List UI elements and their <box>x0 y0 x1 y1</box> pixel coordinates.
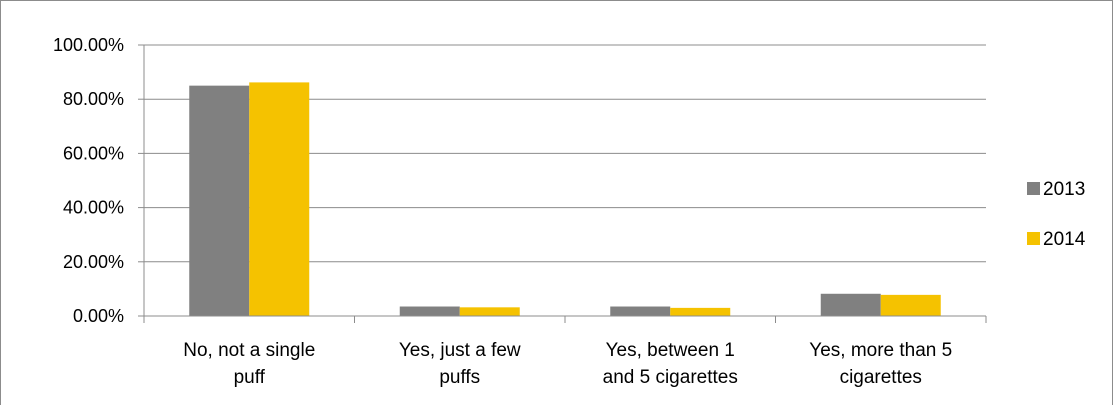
x-category-label: puffs <box>439 367 480 388</box>
legend-swatch-2013 <box>1027 182 1040 195</box>
legend-swatch-2014 <box>1027 232 1040 245</box>
y-tick-label: 40.00% <box>63 198 124 218</box>
legend-label: 2013 <box>1043 179 1085 200</box>
x-category-label: No, not a single <box>183 340 315 361</box>
x-category-label: Yes, just a few <box>399 340 521 361</box>
y-tick-label: 100.00% <box>53 35 124 55</box>
y-tick-label: 20.00% <box>63 252 124 272</box>
y-tick-label: 80.00% <box>63 89 124 109</box>
x-axis <box>143 45 987 323</box>
x-category-label: and 5 cigarettes <box>603 367 738 388</box>
bar-2014-3 <box>670 307 731 316</box>
y-tick-label: 60.00% <box>63 143 124 163</box>
bar-2013-2 <box>399 306 460 316</box>
legend-label: 2014 <box>1043 229 1086 250</box>
x-category-label: Yes, between 1 <box>606 340 735 361</box>
x-category-label: puff <box>234 367 266 388</box>
legend: 2013 2014 <box>1027 179 1086 250</box>
y-axis-tick-labels: 0.00% 20.00% 40.00% 60.00% 80.00% 100.00% <box>53 35 124 326</box>
bar-2013-3 <box>610 306 671 316</box>
bar-2014-2 <box>459 307 520 316</box>
bar-2014-1 <box>249 82 310 316</box>
y-tick-label: 0.00% <box>73 306 124 326</box>
x-category-label: cigarettes <box>840 367 922 388</box>
x-category-label: Yes, more than 5 <box>809 340 952 361</box>
bar-2013-4 <box>820 293 881 316</box>
bars <box>189 82 941 317</box>
x-axis-category-labels: No, not a single puff Yes, just a few puffs… <box>183 340 952 388</box>
bar-2013-1 <box>189 85 250 317</box>
bar-2014-4 <box>880 294 941 316</box>
